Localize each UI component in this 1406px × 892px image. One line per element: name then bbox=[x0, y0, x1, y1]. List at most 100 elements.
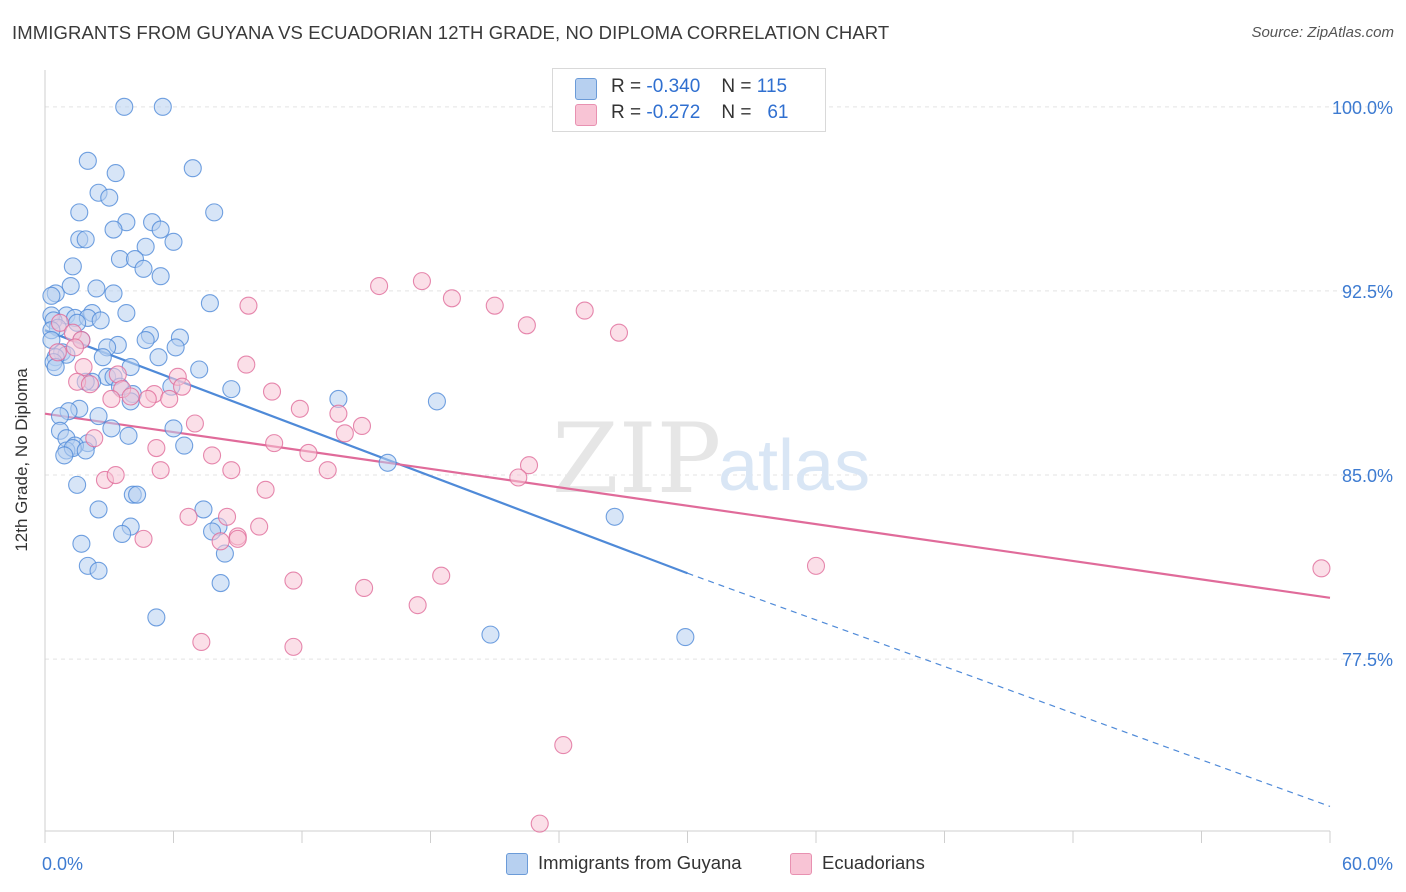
ecuadorian-point bbox=[530, 814, 549, 833]
guyana-point bbox=[117, 303, 136, 323]
ecuadorian-point bbox=[329, 404, 348, 423]
guyana-point bbox=[151, 220, 170, 239]
correlation-legend: R = -0.340 N = 115 R = -0.272 N = 61 bbox=[552, 68, 826, 132]
ecuadorian-point bbox=[370, 276, 389, 296]
guyana-point bbox=[190, 360, 209, 379]
guyana-point bbox=[87, 279, 106, 298]
guyana-point bbox=[61, 276, 80, 296]
series-ecuadorians bbox=[48, 272, 1331, 833]
n-label: N = bbox=[721, 76, 752, 97]
tick-labels: 77.5% 85.0% 92.5% 100.0% 0.0% 60.0% bbox=[42, 98, 1393, 874]
ecuadorian-point bbox=[217, 507, 237, 526]
guyana-trend-line bbox=[44, 329, 688, 575]
legend-label: Ecuadorians bbox=[822, 852, 925, 873]
y-tick-label: 77.5% bbox=[1342, 650, 1393, 670]
guyana-point bbox=[151, 267, 170, 286]
ecuadorian-point bbox=[151, 461, 170, 480]
guyana-point bbox=[166, 338, 185, 357]
guyana-point bbox=[222, 380, 241, 399]
ecuadorian-point bbox=[262, 382, 282, 401]
x-tick-label: 0.0% bbox=[42, 854, 83, 874]
guyana-point bbox=[153, 97, 172, 116]
ecuadorian-point bbox=[239, 296, 258, 315]
ecuadorian-point bbox=[102, 389, 121, 408]
guyana-point bbox=[676, 628, 695, 647]
guyana-point bbox=[89, 561, 108, 580]
r-label: R = bbox=[611, 76, 642, 97]
trend-lines bbox=[44, 329, 1331, 808]
guyana-point bbox=[378, 453, 397, 472]
x-tick-label: 60.0% bbox=[1342, 854, 1393, 874]
ecuadorian-point bbox=[575, 301, 594, 320]
pink-swatch bbox=[790, 853, 812, 875]
guyana-point bbox=[164, 419, 183, 438]
pink-swatch bbox=[575, 104, 597, 126]
guyana-point bbox=[91, 311, 110, 330]
guyana-point bbox=[72, 534, 91, 553]
guyana-point bbox=[55, 446, 74, 465]
ecuadorian-point bbox=[265, 434, 284, 453]
data-points bbox=[42, 97, 1331, 833]
guyana-point bbox=[76, 230, 95, 249]
chart-title: IMMIGRANTS FROM GUYANA VS ECUADORIAN 12T… bbox=[12, 22, 890, 43]
source-label: Source: ZipAtlas.com bbox=[1251, 24, 1394, 41]
ecuadorian-point bbox=[85, 429, 104, 448]
n-label: N = bbox=[721, 102, 752, 123]
guyana-trend-extension bbox=[687, 572, 1331, 808]
r-label: R = bbox=[611, 102, 642, 123]
ecuadorian-point bbox=[485, 296, 504, 315]
ecuadorian-point bbox=[185, 414, 204, 433]
ecuadorian-point bbox=[412, 272, 431, 291]
ecuadorian-point bbox=[335, 424, 354, 443]
y-axis-label: 12th Grade, No Diploma bbox=[12, 368, 31, 552]
blue-swatch bbox=[575, 78, 597, 100]
ecuadorian-point bbox=[134, 529, 153, 548]
ecuadorian-point bbox=[106, 465, 125, 485]
ecuadorian-point bbox=[237, 355, 256, 374]
guyana-point bbox=[136, 330, 155, 350]
ecuadorian-point bbox=[160, 389, 179, 408]
guyana-point bbox=[427, 392, 446, 411]
guyana-point bbox=[106, 164, 125, 183]
ecuadorian-point bbox=[290, 399, 309, 418]
guyana-point bbox=[119, 426, 138, 445]
ecuadorian-point bbox=[50, 313, 70, 332]
guyana-point bbox=[194, 500, 213, 519]
guyana-point bbox=[205, 203, 224, 222]
n-value: 61 bbox=[767, 102, 789, 123]
watermark: ZIP atlas bbox=[552, 403, 870, 515]
ecuadorian-point bbox=[432, 566, 451, 585]
guyana-point bbox=[113, 524, 132, 544]
guyana-point bbox=[76, 441, 95, 460]
series-guyana bbox=[42, 97, 695, 647]
guyana-point bbox=[149, 348, 168, 367]
guyana-point bbox=[200, 294, 219, 313]
n-value: 115 bbox=[756, 76, 788, 97]
y-tick-label: 92.5% bbox=[1342, 282, 1393, 302]
ecuadorian-point bbox=[228, 529, 247, 548]
guyana-point bbox=[89, 500, 108, 519]
ecuadorian-point bbox=[192, 632, 211, 652]
ecuadorian-point bbox=[173, 377, 192, 396]
ecuadorian-point bbox=[211, 532, 230, 551]
guyana-point bbox=[68, 475, 87, 494]
guyana-point bbox=[102, 419, 121, 438]
ecuadorian-point bbox=[442, 289, 461, 308]
ecuadorian-point bbox=[355, 578, 374, 598]
ecuadorian-point bbox=[284, 637, 303, 656]
watermark-atlas: atlas bbox=[718, 426, 870, 506]
y-tick-label: 85.0% bbox=[1342, 466, 1393, 486]
ecuadorian-point bbox=[352, 416, 372, 436]
gridlines bbox=[45, 106, 1392, 660]
guyana-point bbox=[147, 608, 166, 627]
guyana-point bbox=[78, 151, 97, 170]
guyana-point bbox=[128, 485, 147, 504]
ecuadorian-point bbox=[147, 438, 166, 458]
guyana-point bbox=[100, 188, 119, 207]
ecuadorian-point bbox=[509, 468, 528, 487]
guyana-point bbox=[164, 232, 183, 251]
guyana-point bbox=[211, 574, 230, 593]
guyana-point bbox=[104, 284, 123, 303]
guyana-point bbox=[136, 237, 155, 256]
guyana-point bbox=[104, 220, 123, 239]
